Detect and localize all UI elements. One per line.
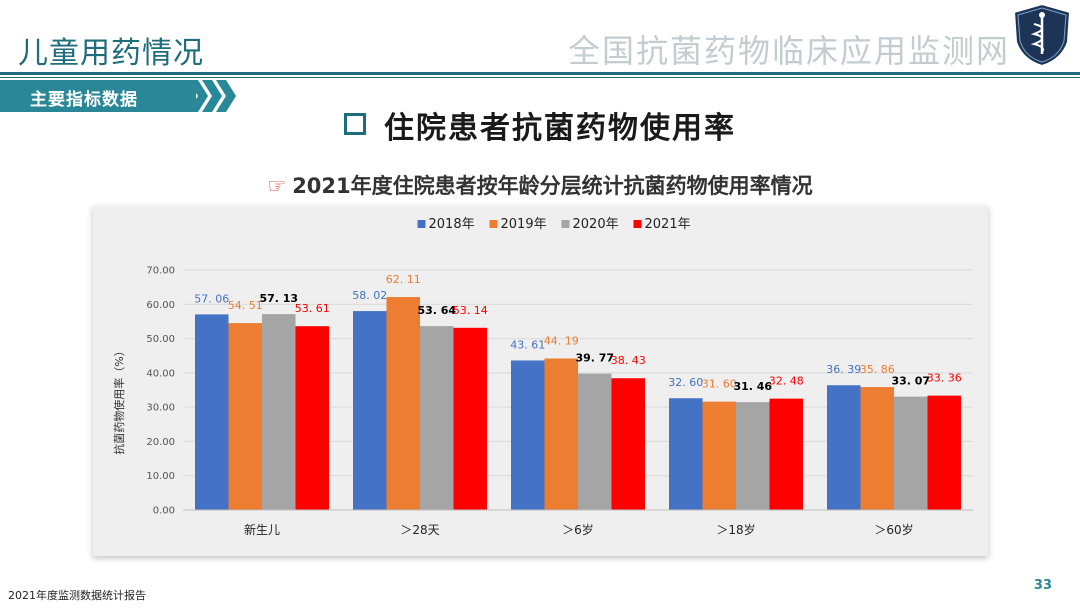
bar	[353, 311, 387, 510]
data-label: 54. 51	[228, 299, 263, 312]
data-label: 57. 06	[194, 292, 229, 305]
data-label: 53. 61	[295, 302, 330, 315]
chevrons-right-icon	[188, 80, 236, 112]
header-divider-thin	[0, 77, 1080, 78]
bar-chart: 0.00 10.00 20.00 30.00 40.00 50.00 60.00 70.00 抗…	[112, 217, 973, 537]
bar	[195, 314, 229, 510]
legend-label: 2018年	[429, 217, 475, 232]
data-label: 53. 64	[417, 304, 456, 317]
page-number: 33	[1033, 578, 1052, 593]
data-label: 38. 43	[611, 354, 646, 367]
bar	[295, 326, 329, 510]
data-label: 32. 60	[668, 376, 703, 389]
x-tick-label: ＞28天	[400, 523, 439, 537]
y-tick-label: 0.00	[153, 506, 175, 517]
bar	[386, 297, 420, 510]
emblem-logo-icon	[1012, 2, 1072, 68]
bar	[611, 378, 645, 510]
x-tick-label: ＞60岁	[874, 522, 913, 537]
bar	[262, 314, 296, 510]
data-label: 43. 61	[510, 338, 545, 351]
y-tick-label: 30.00	[146, 403, 175, 414]
footer-report-title: 2021年度监测数据统计报告	[8, 589, 146, 602]
bar	[453, 327, 487, 510]
bar	[228, 323, 262, 510]
legend-swatch	[489, 220, 498, 228]
sub-title-text: 2021年度住院患者按年龄分层统计抗菌药物使用率情况	[292, 174, 813, 198]
main-title: 住院患者抗菌药物使用率	[0, 103, 1080, 147]
square-bullet-icon	[344, 113, 366, 135]
y-tick-label: 60.00	[146, 300, 175, 311]
data-label: 32. 48	[769, 375, 804, 388]
bar	[669, 398, 703, 510]
legend-swatch	[417, 220, 426, 228]
data-label: 53. 14	[453, 304, 488, 317]
y-tick-label: 10.00	[146, 471, 175, 482]
data-label: 33. 07	[891, 375, 930, 388]
bar	[860, 387, 894, 510]
data-label: 31. 46	[733, 380, 772, 393]
y-axis-title: 抗菌药物使用率（%）	[112, 345, 126, 454]
legend-swatch	[561, 220, 570, 228]
data-label: 31. 60	[702, 378, 737, 391]
y-tick-label: 50.00	[146, 334, 175, 345]
bar	[927, 395, 961, 510]
y-tick-label: 70.00	[146, 266, 175, 277]
legend-swatch	[633, 220, 642, 228]
data-label: 57. 13	[259, 292, 298, 305]
x-tick-label: 新生儿	[244, 522, 280, 537]
bar	[420, 326, 454, 510]
bar	[578, 373, 612, 510]
bar	[702, 401, 736, 510]
data-label: 33. 36	[927, 372, 962, 385]
y-tick-label: 40.00	[146, 368, 175, 379]
legend-label: 2019年	[501, 217, 547, 232]
main-title-text: 住院患者抗菌药物使用率	[384, 111, 736, 146]
data-label: 35. 86	[860, 363, 895, 376]
sub-title: ☞ 2021年度住院患者按年龄分层统计抗菌药物使用率情况	[0, 170, 1080, 200]
x-tick-label: ＞6岁	[562, 522, 594, 537]
chart-panel: 0.00 10.00 20.00 30.00 40.00 50.00 60.00 70.00 抗…	[93, 206, 988, 556]
data-label: 36. 39	[826, 363, 861, 376]
bar	[736, 402, 770, 510]
y-tick-label: 20.00	[146, 437, 175, 448]
bar	[544, 358, 578, 510]
data-label: 39. 77	[575, 352, 614, 365]
bar	[511, 360, 545, 510]
bar	[827, 385, 861, 510]
legend-label: 2020年	[573, 217, 619, 232]
data-label: 58. 02	[352, 289, 387, 302]
pointing-hand-icon: ☞	[267, 174, 287, 198]
header-divider	[0, 72, 1080, 75]
bar	[894, 396, 928, 510]
legend-label: 2021年	[645, 217, 691, 232]
data-label: 44. 19	[544, 334, 579, 347]
x-tick-label: ＞18岁	[716, 522, 755, 537]
section-title: 儿童用药情况	[18, 36, 204, 71]
tag-label: 主要指标数据	[30, 90, 138, 110]
tag-banner	[0, 80, 196, 112]
header-brand: 全国抗菌药物临床应用监测网	[567, 32, 1010, 70]
data-label: 62. 11	[386, 273, 421, 286]
bar	[769, 398, 803, 510]
